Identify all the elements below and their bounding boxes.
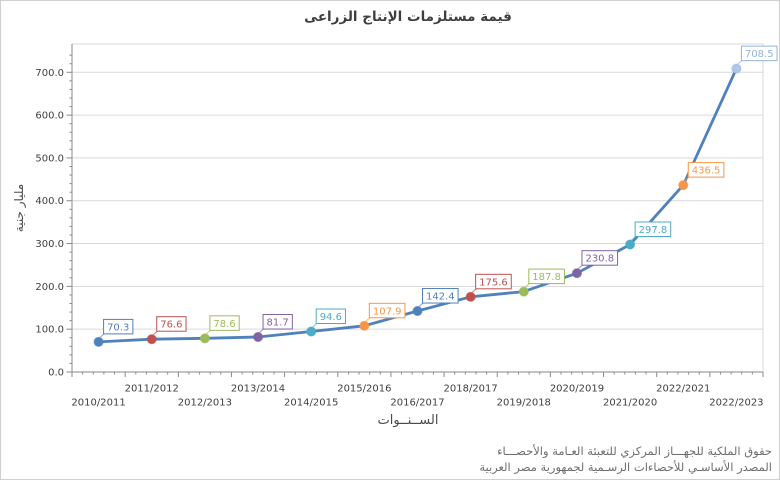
chart-title: قيمة مستلزمات الإنتاج الزراعى — [304, 9, 512, 25]
x-axis-ticks — [71, 372, 764, 377]
data-point — [359, 320, 370, 331]
svg-text:300.0: 300.0 — [35, 239, 64, 250]
svg-text:2020/2019: 2020/2019 — [550, 384, 604, 395]
svg-text:2010/2011: 2010/2011 — [71, 398, 125, 409]
data-label: 708.5 — [740, 45, 778, 62]
data-labels: 70.3 76.6 78.6 81.7 94.6 107.9 142.4 175.6 187.8… — [103, 45, 778, 335]
svg-text:2014/2015: 2014/2015 — [284, 398, 338, 409]
svg-text:230.8: 230.8 — [585, 254, 614, 265]
data-label: 81.7 — [262, 314, 293, 330]
svg-text:142.4: 142.4 — [426, 292, 455, 303]
svg-text:400.0: 400.0 — [35, 196, 64, 207]
data-point — [412, 305, 423, 317]
svg-text:2021/2020: 2021/2020 — [603, 398, 657, 409]
data-label: 175.6 — [475, 273, 512, 290]
y-axis-tick-labels: 0.0 100.0 200.0 300.0 400.0 500.0 600.0 700.0 — [35, 68, 64, 379]
svg-text:0.0: 0.0 — [48, 368, 64, 379]
svg-text:500.0: 500.0 — [35, 153, 64, 164]
svg-text:2022/2023: 2022/2023 — [709, 398, 763, 409]
data-point — [93, 336, 104, 348]
data-point — [571, 268, 583, 279]
data-point — [678, 180, 689, 191]
svg-text:2018/2017: 2018/2017 — [444, 384, 498, 395]
svg-text:175.6: 175.6 — [479, 277, 508, 288]
svg-text:436.5: 436.5 — [692, 166, 721, 177]
svg-text:600.0: 600.0 — [35, 111, 64, 122]
svg-text:187.8: 187.8 — [532, 272, 561, 283]
svg-text:94.6: 94.6 — [320, 312, 342, 323]
data-point — [625, 239, 636, 250]
svg-text:107.9: 107.9 — [373, 306, 402, 317]
data-label: 107.9 — [368, 302, 406, 319]
svg-text:2019/2018: 2019/2018 — [497, 398, 551, 409]
footer-line-1: حقوق الملكية للجهـــاز المركزي للتعبئة ا… — [497, 444, 772, 458]
svg-text:2013/2014: 2013/2014 — [231, 384, 285, 395]
data-points — [93, 63, 742, 348]
svg-text:2016/2017: 2016/2017 — [390, 398, 444, 409]
axes — [71, 44, 763, 377]
svg-text:2012/2013: 2012/2013 — [178, 398, 232, 409]
svg-text:81.7: 81.7 — [267, 318, 289, 329]
data-point — [146, 334, 157, 345]
svg-text:2022/2021: 2022/2021 — [656, 384, 710, 395]
gridlines — [72, 71, 763, 330]
data-label: 230.8 — [581, 250, 619, 266]
data-point — [731, 63, 742, 74]
x-axis-title: الســنــوات — [377, 413, 439, 428]
data-label: 94.6 — [315, 308, 346, 324]
data-label: 78.6 — [209, 315, 240, 331]
plot-border — [72, 43, 764, 372]
label-leader-lines — [99, 59, 743, 338]
svg-text:700.0: 700.0 — [35, 68, 64, 79]
y-axis-ticks — [66, 54, 72, 373]
svg-text:2011/2012: 2011/2012 — [125, 384, 179, 395]
footer-line-2: المصدر الأساسـي للأحصاءات الرسـمية لجمهو… — [479, 460, 772, 474]
data-label: 297.8 — [634, 221, 672, 237]
svg-text:70.3: 70.3 — [107, 322, 129, 333]
data-point — [199, 333, 210, 344]
data-label: 70.3 — [103, 318, 134, 335]
svg-text:76.6: 76.6 — [160, 320, 182, 331]
data-point — [518, 286, 529, 297]
series-line — [97, 67, 738, 344]
svg-text:78.6: 78.6 — [213, 319, 235, 330]
data-label: 187.8 — [528, 268, 565, 285]
data-label: 76.6 — [156, 316, 187, 332]
svg-text:708.5: 708.5 — [745, 49, 774, 60]
data-point — [465, 291, 476, 302]
svg-text:297.8: 297.8 — [639, 225, 668, 236]
data-label: 436.5 — [687, 162, 725, 178]
y-axis-title: مليار جنية — [12, 183, 26, 233]
data-point — [252, 331, 264, 343]
svg-text:200.0: 200.0 — [35, 282, 64, 293]
footer-attribution: حقوق الملكية للجهـــاز المركزي للتعبئة ا… — [479, 443, 772, 475]
svg-text:100.0: 100.0 — [35, 325, 64, 336]
data-label: 142.4 — [422, 288, 459, 304]
svg-text:2015/2016: 2015/2016 — [337, 384, 391, 395]
data-point — [306, 326, 317, 337]
